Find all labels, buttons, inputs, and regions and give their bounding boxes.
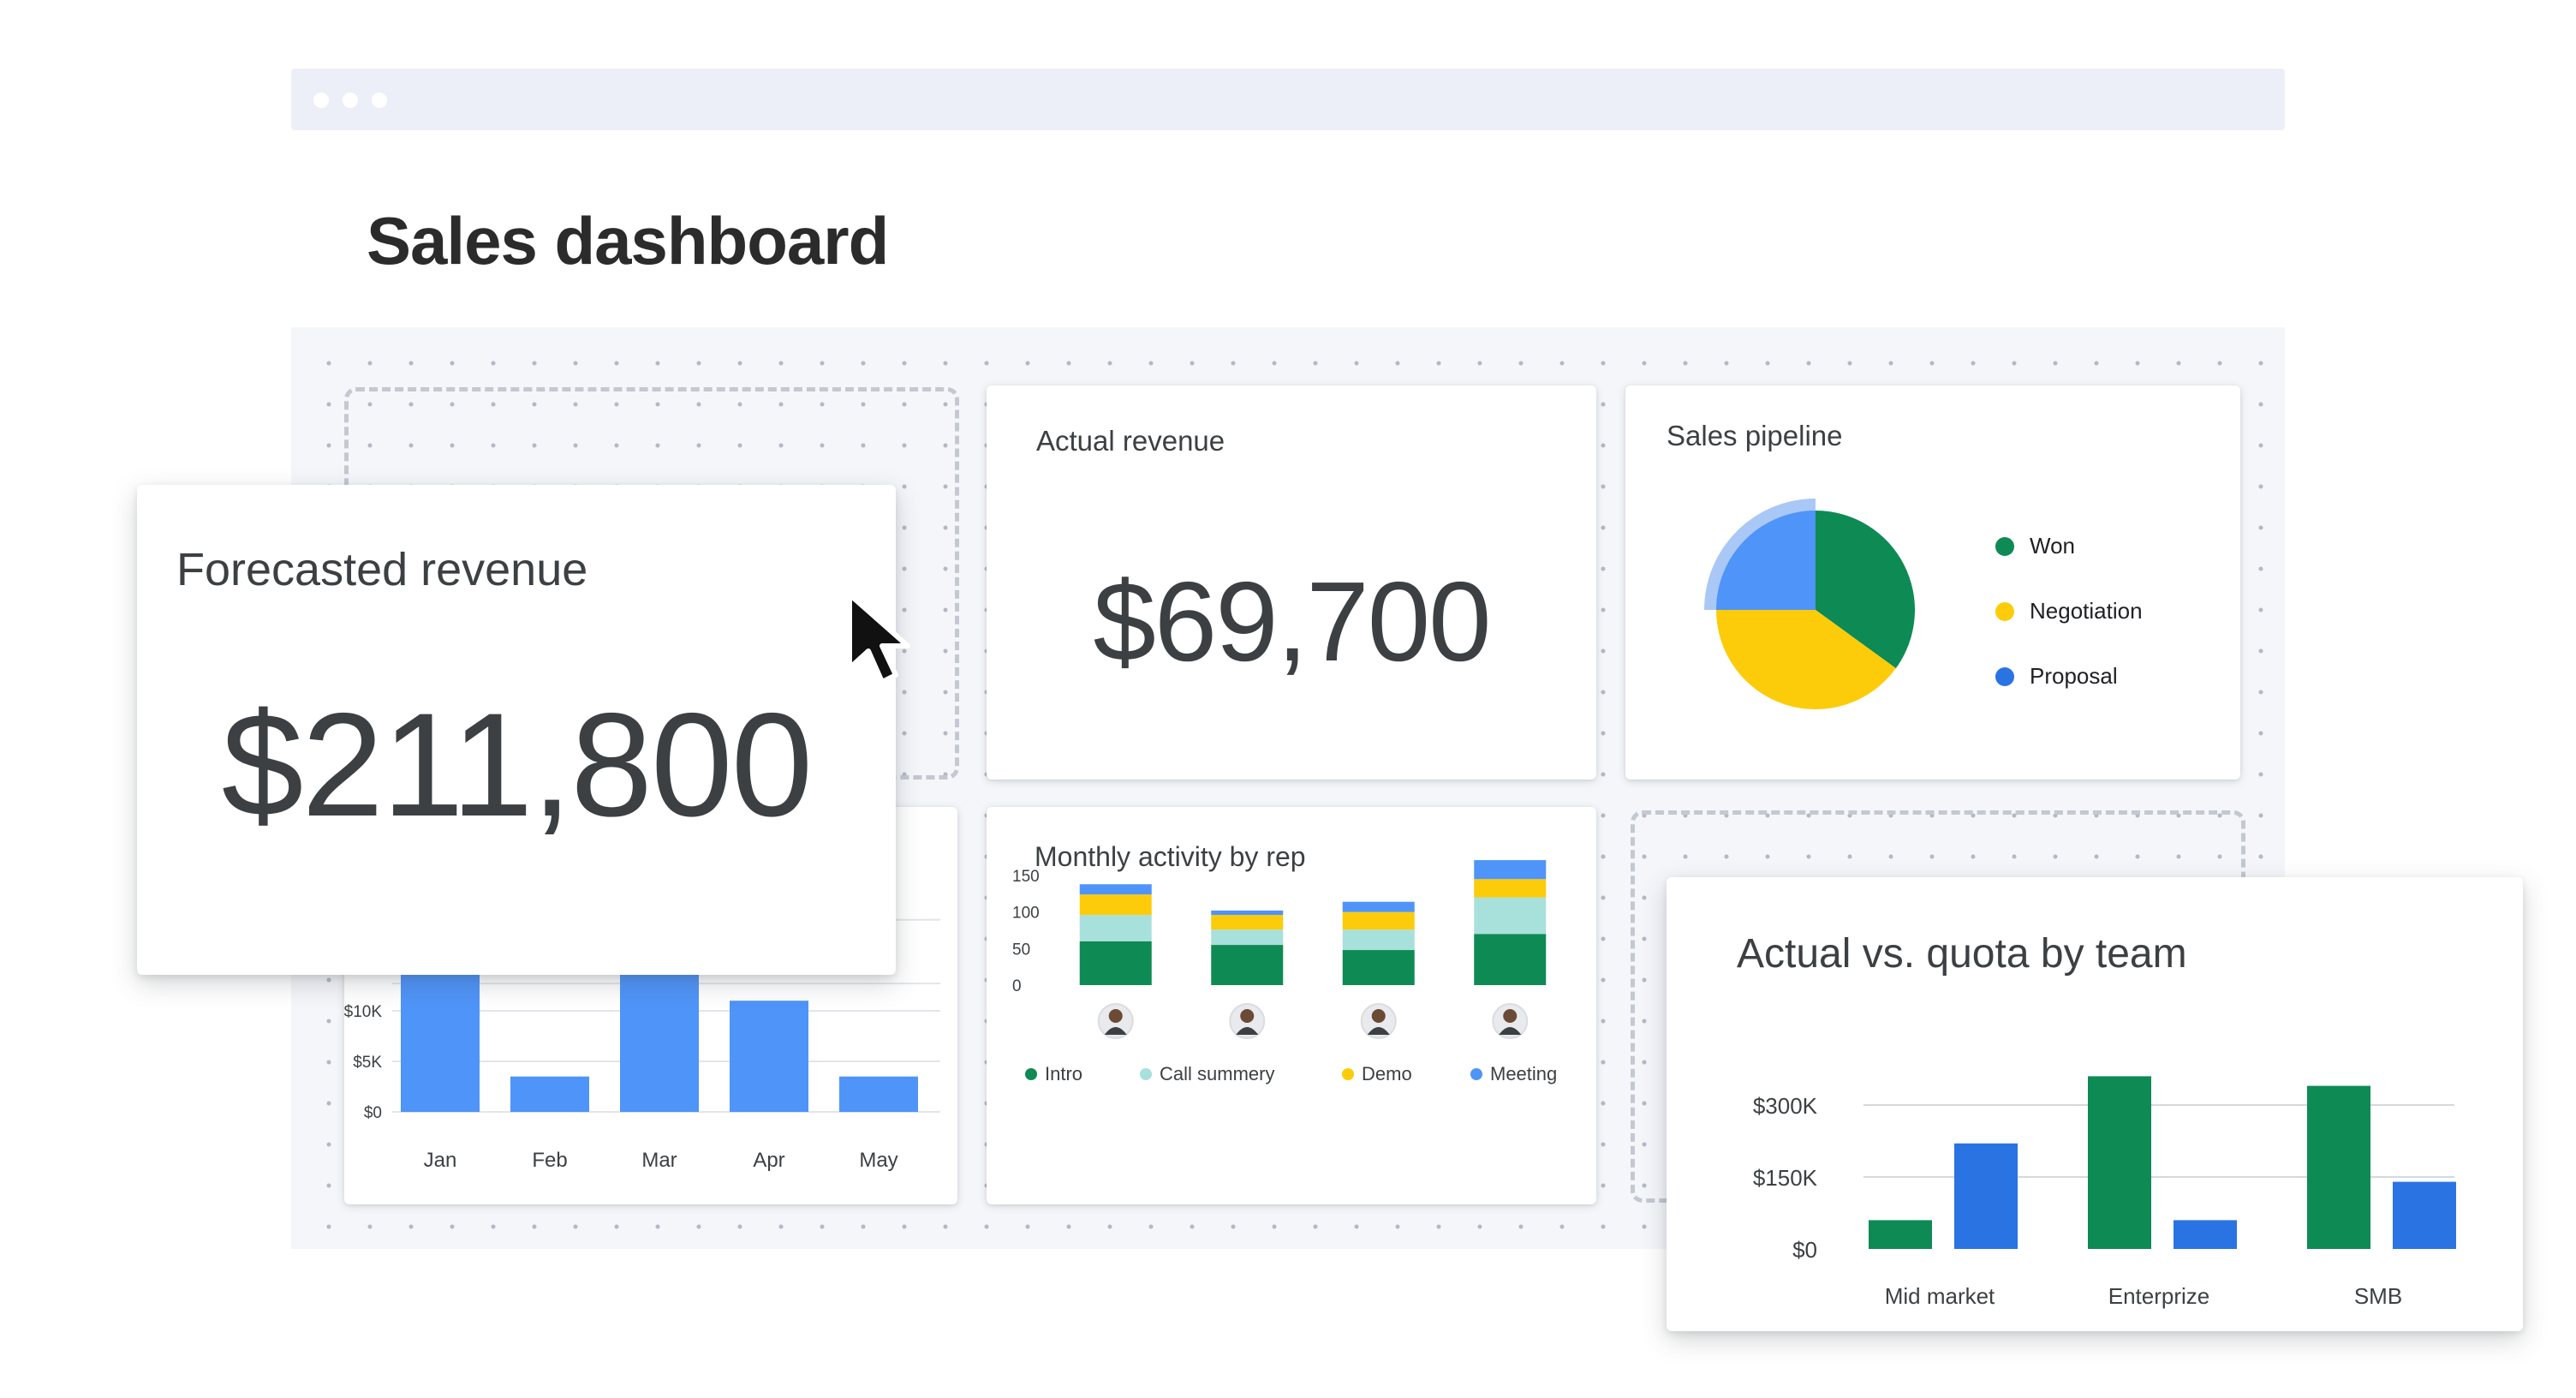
y-tick-label: 0 xyxy=(1012,977,1022,995)
bar xyxy=(2307,1085,2370,1249)
stacked-bar-segment xyxy=(1079,915,1152,941)
monthly-activity-chart: 0 50 100 150 Intro Call summery Demo Meeting xyxy=(1012,860,1557,1084)
rep-avatar-body xyxy=(1499,1027,1522,1035)
stacked-bar-segment xyxy=(1342,911,1415,930)
forecasted-revenue-card[interactable]: Forecasted revenue $211,800 xyxy=(137,485,896,975)
x-tick-label: Mar xyxy=(641,1149,677,1172)
sales-pipeline-card[interactable]: Sales pipeline Won Negotiation Proposal xyxy=(1625,385,2240,780)
rep-avatar-head xyxy=(1503,1009,1518,1023)
x-tick-label: Enterprize xyxy=(2108,1283,2210,1309)
actual-vs-quota-title: Actual vs. quota by team xyxy=(1737,931,2187,977)
legend-label-won: Won xyxy=(2030,533,2075,559)
window-dot-1[interactable] xyxy=(313,93,329,108)
legend-dot xyxy=(1140,1068,1152,1080)
stacked-bar-segment xyxy=(1474,860,1547,880)
legend-dot-won xyxy=(1995,536,2014,556)
rep-avatar-body xyxy=(1367,1027,1390,1035)
stacked-bar-segment xyxy=(1342,950,1415,985)
window-dot-2[interactable] xyxy=(343,93,358,108)
bar xyxy=(839,1076,918,1112)
sales-pipeline-pie-chart xyxy=(1704,499,1915,709)
x-tick-label: May xyxy=(859,1149,897,1172)
pie-slice-won xyxy=(1816,511,1915,669)
legend-dot xyxy=(1342,1068,1354,1080)
browser-title-bar xyxy=(291,69,2285,130)
y-tick-label: $0 xyxy=(364,1104,382,1122)
y-tick-label: 150 xyxy=(1012,868,1040,886)
actual-vs-quota-card[interactable]: Actual vs. quota by team $0 $150K $300K Mid… xyxy=(1667,877,2523,1331)
stacked-bar-segment xyxy=(1474,879,1547,898)
rep-avatar-head xyxy=(1240,1009,1255,1023)
pie-slice-proposal xyxy=(1716,511,1816,610)
bar xyxy=(2393,1181,2456,1249)
legend-dot xyxy=(1470,1068,1482,1080)
legend-label: Demo xyxy=(1362,1063,1412,1084)
y-tick-label: $10K xyxy=(344,1003,382,1021)
actual-revenue-card[interactable]: Actual revenue $69,700 xyxy=(987,385,1596,780)
rep-avatar-body xyxy=(1104,1027,1127,1035)
legend-label: Intro xyxy=(1045,1063,1082,1084)
x-tick-label: Feb xyxy=(532,1149,567,1172)
bar xyxy=(1954,1143,2018,1249)
forecasted-revenue-title: Forecasted revenue xyxy=(176,544,588,595)
legend-item-proposal: Proposal xyxy=(1995,663,2118,690)
rep-avatar-head xyxy=(1108,1009,1123,1023)
stacked-bar-segment xyxy=(1474,897,1547,935)
rep-avatar-body xyxy=(1236,1027,1259,1035)
bar xyxy=(2088,1076,2151,1249)
legend-item-won: Won xyxy=(1995,533,2075,559)
y-tick-label: $5K xyxy=(353,1054,382,1072)
legend-label-proposal: Proposal xyxy=(2030,663,2118,689)
bar xyxy=(1869,1220,1932,1249)
legend-dot-negotiation xyxy=(1995,601,2014,621)
actual-revenue-title: Actual revenue xyxy=(1036,425,1225,457)
actual-vs-quota-chart: $0 $150K $300K Mid market Enterprize SMB xyxy=(1753,1076,2456,1309)
y-tick-label: $150K xyxy=(1753,1165,1818,1191)
bar xyxy=(730,1001,808,1112)
x-tick-label: SMB xyxy=(2354,1283,2402,1309)
stacked-bar-segment xyxy=(1474,934,1547,985)
stacked-bar-segment xyxy=(1342,929,1415,951)
page-title: Sales dashboard xyxy=(367,203,889,278)
forecasted-revenue-value: $211,800 xyxy=(221,683,814,847)
x-tick-label: Jan xyxy=(424,1149,457,1172)
bar xyxy=(2174,1220,2237,1249)
pie-slice-negotiation xyxy=(1716,610,1896,709)
legend-label: Meeting xyxy=(1490,1063,1557,1084)
y-tick-label: $0 xyxy=(1792,1237,1817,1263)
monthly-activity-card[interactable]: Monthly activity by rep 0 50 100 150 Intro Ca… xyxy=(987,807,1596,1204)
legend-label: Call summery xyxy=(1160,1063,1274,1084)
stacked-bar-segment xyxy=(1211,910,1284,916)
rep-avatar-head xyxy=(1371,1009,1386,1023)
y-tick-label: 100 xyxy=(1012,905,1040,923)
bar xyxy=(510,1076,589,1112)
legend-dot-proposal xyxy=(1995,666,2014,686)
stacked-bar-segment xyxy=(1211,929,1284,946)
sales-pipeline-title: Sales pipeline xyxy=(1667,420,1843,451)
stacked-bar-segment xyxy=(1342,901,1415,912)
monthly-activity-title: Monthly activity by rep xyxy=(1035,841,1306,872)
y-tick-label: 50 xyxy=(1012,941,1030,959)
y-tick-label: $300K xyxy=(1753,1093,1818,1119)
stacked-bar-segment xyxy=(1079,884,1152,895)
actual-revenue-value: $69,700 xyxy=(1093,559,1491,684)
legend-item-negotiation: Negotiation xyxy=(1995,598,2143,624)
stacked-bar-segment xyxy=(1079,941,1152,985)
stacked-bar-segment xyxy=(1079,894,1152,916)
mouse-pointer-icon xyxy=(847,592,910,684)
x-tick-label: Apr xyxy=(753,1149,784,1172)
window-dot-3[interactable] xyxy=(372,93,387,108)
stacked-bar-segment xyxy=(1211,945,1284,985)
stacked-bar-segment xyxy=(1211,915,1284,930)
legend-dot xyxy=(1025,1068,1037,1080)
x-tick-label: Mid market xyxy=(1885,1283,1995,1309)
legend-label-negotiation: Negotiation xyxy=(2030,598,2143,624)
